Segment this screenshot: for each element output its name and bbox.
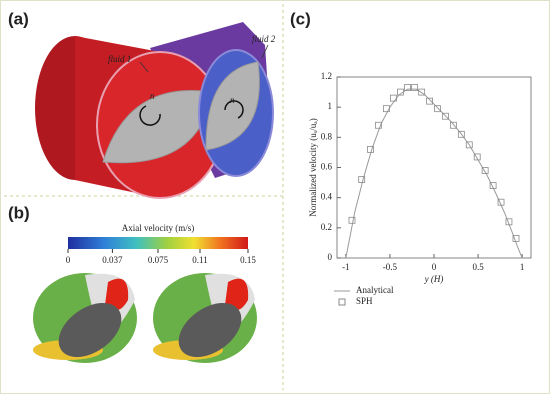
y-tick-label: 1: [328, 101, 333, 111]
data-point: [390, 94, 397, 102]
fluid-label: fluid 2: [252, 34, 276, 44]
x-tick-label: 1: [520, 262, 525, 272]
x-tick-label: -0.5: [383, 262, 398, 272]
data-point: [505, 218, 513, 226]
data-point: [489, 182, 497, 190]
data-point: [404, 84, 411, 91]
x-tick-label: 0.5: [472, 262, 484, 272]
colorbar-tick-label: 0.037: [102, 255, 123, 265]
colorbar-title: Axial velocity (m/s): [122, 223, 194, 233]
y-tick-label: 1.2: [321, 71, 332, 81]
data-point: [465, 141, 473, 149]
colorbar-tick-label: 0.15: [240, 255, 256, 265]
colorbar-tick-label: 0.11: [192, 255, 207, 265]
colorbar-ticks: 0 0.037 0.075 0.11 0.15: [66, 249, 256, 265]
panel-label: (c): [290, 9, 311, 28]
x-tick-label: 0: [432, 262, 437, 272]
data-point: [512, 234, 520, 242]
y-tick-label: 0: [328, 252, 333, 262]
x-tick-label: -1: [342, 262, 350, 272]
y-tick-label: 0.2: [321, 222, 332, 232]
colorbar-tick-label: 0.075: [148, 255, 169, 265]
data-point: [481, 167, 489, 174]
data-point: [473, 153, 481, 161]
y-tick-label: 0.8: [321, 131, 333, 141]
chart: 0 0.2 0.4 0.6 0.8 1 1.2 -1 -0.5 0 0.5 1 y (H) Normali…: [308, 71, 532, 306]
x-axis-label: y (H): [424, 274, 444, 284]
y-tick-label: 0.6: [321, 162, 333, 172]
data-point: [457, 130, 465, 138]
y-tick-label: 0.4: [321, 192, 333, 202]
data-point: [348, 216, 356, 224]
series-line: [345, 88, 523, 259]
legend-label: Analytical: [356, 285, 394, 295]
fluid-label: fluid 1: [108, 54, 131, 64]
data-point: [497, 198, 505, 206]
velocity-field: [33, 273, 257, 363]
data-point: [375, 121, 382, 129]
cylinders: [35, 22, 274, 199]
data-point: [442, 112, 449, 120]
panel-label: (b): [8, 203, 30, 222]
data-point: [367, 145, 374, 153]
data-point: [382, 105, 390, 113]
panel-label: (a): [8, 9, 29, 28]
data-point: [418, 88, 426, 96]
y-axis-label: Normalized velocity (uₓ/uₐ): [308, 118, 318, 217]
data-point: [426, 97, 433, 105]
data-point: [411, 84, 419, 91]
legend-swatch: [338, 298, 346, 306]
data-point: [358, 176, 366, 183]
n-label: n: [230, 95, 235, 105]
data-point: [434, 105, 441, 113]
legend-label: SPH: [356, 296, 373, 306]
colorbar-tick-label: 0: [66, 255, 71, 265]
n-label: n: [150, 91, 155, 101]
data-point: [397, 88, 404, 96]
colorbar: [68, 237, 248, 249]
data-point: [449, 121, 457, 129]
